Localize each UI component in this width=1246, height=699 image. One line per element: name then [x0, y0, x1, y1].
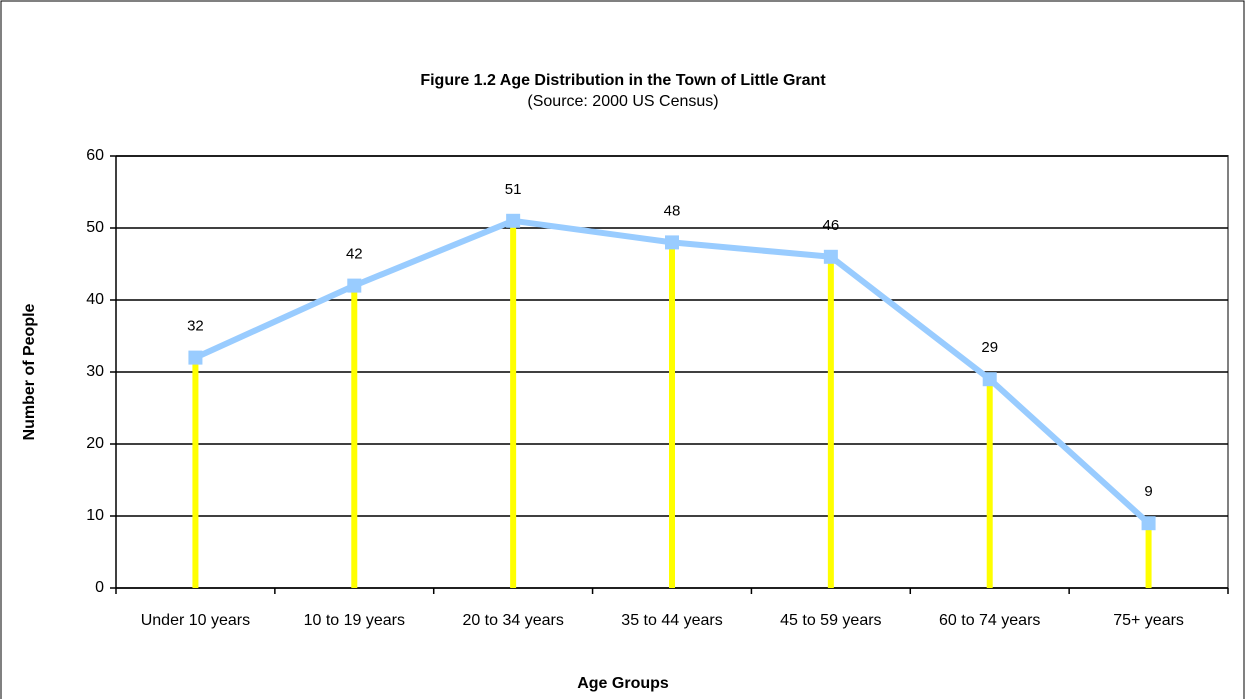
data-label: 32: [187, 318, 204, 335]
y-tick-label: 60: [86, 147, 104, 164]
data-label: 48: [664, 202, 681, 219]
chart-subtitle: (Source: 2000 US Census): [527, 93, 718, 110]
data-label: 9: [1144, 483, 1152, 500]
x-tick-label: 20 to 34 years: [462, 612, 563, 629]
x-tick-label: 60 to 74 years: [939, 612, 1040, 629]
y-tick-label: 50: [86, 219, 104, 236]
point-marker: [1141, 516, 1156, 531]
x-tick-label: 35 to 44 years: [621, 612, 722, 629]
x-tick-label: 75+ years: [1113, 612, 1184, 629]
point-marker: [347, 278, 362, 293]
y-tick-label: 0: [95, 579, 104, 596]
point-marker: [665, 235, 679, 250]
chart-title: Figure 1.2 Age Distribution in the Town …: [420, 72, 826, 89]
y-axis-title: Number of People: [21, 303, 38, 440]
point-marker: [823, 249, 838, 264]
data-label: 51: [505, 181, 522, 198]
x-axis-title: Age Groups: [577, 675, 669, 692]
point-marker: [982, 372, 997, 387]
data-label: 29: [981, 339, 998, 356]
x-tick-label: Under 10 years: [141, 612, 250, 629]
y-tick-label: 10: [86, 507, 104, 524]
data-label: 46: [823, 217, 840, 234]
data-label: 42: [346, 246, 363, 263]
point-marker: [506, 213, 521, 228]
y-tick-label: 30: [86, 363, 104, 380]
y-tick-label: 40: [86, 291, 104, 308]
point-marker: [188, 350, 203, 365]
x-tick-label: 10 to 19 years: [304, 612, 405, 629]
x-tick-label: 45 to 59 years: [780, 612, 881, 629]
y-tick-label: 20: [86, 435, 104, 452]
